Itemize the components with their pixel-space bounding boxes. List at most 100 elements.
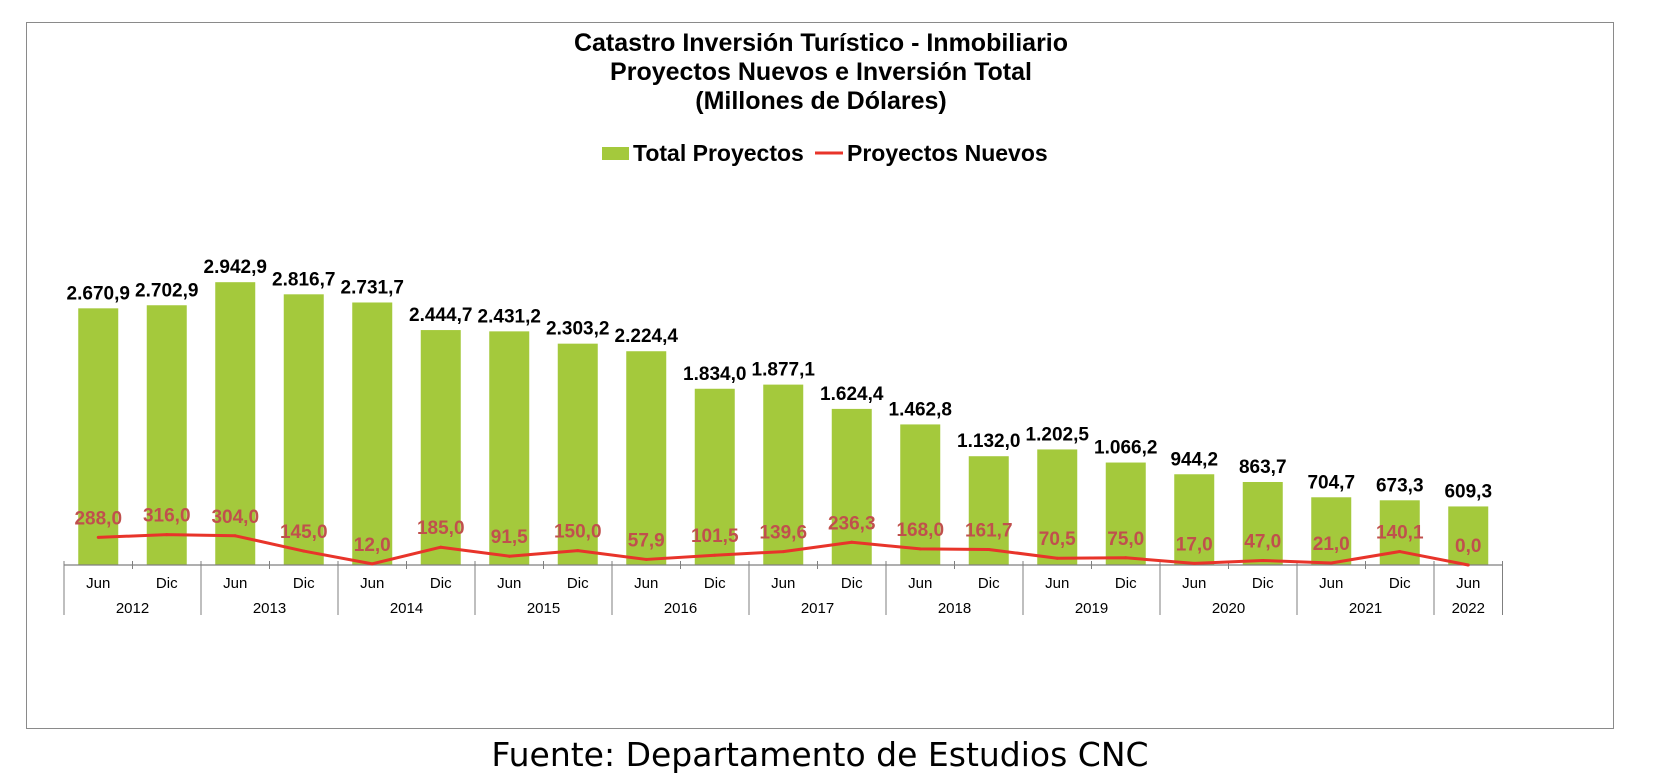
bar-total-proyectos-4 xyxy=(352,302,393,565)
line-point-proyectos-nuevos-1 xyxy=(165,533,169,537)
bar-label-15: 1.066,2 xyxy=(1094,438,1157,459)
x-tick-label-19: Dic xyxy=(1389,575,1411,592)
bar-total-proyectos-13 xyxy=(968,456,1009,565)
line-label-19: 140,1 xyxy=(1376,523,1424,544)
bar-total-proyectos-16 xyxy=(1174,474,1215,565)
bar-label-2: 2.942,9 xyxy=(204,257,267,278)
bar-total-proyectos-12 xyxy=(900,424,941,565)
x-tick-label-10: Jun xyxy=(771,575,795,592)
year-label-0: 2012 xyxy=(116,600,149,617)
line-label-16: 17,0 xyxy=(1176,534,1213,555)
line-label-9: 101,5 xyxy=(691,526,739,547)
line-label-3: 145,0 xyxy=(280,522,328,543)
bar-total-proyectos-6 xyxy=(489,331,530,565)
bar-total-proyectos-0 xyxy=(78,308,119,565)
line-point-proyectos-nuevos-3 xyxy=(302,549,306,553)
bar-label-10: 1.877,1 xyxy=(752,360,816,381)
bar-total-proyectos-3 xyxy=(283,294,324,565)
bar-total-proyectos-18 xyxy=(1311,497,1352,565)
line-label-15: 75,0 xyxy=(1107,529,1144,550)
legend-label-total-proyectos: Total Proyectos xyxy=(633,140,804,166)
line-label-10: 139,6 xyxy=(759,523,807,544)
line-label-0: 288,0 xyxy=(74,508,122,529)
bar-label-1: 2.702,9 xyxy=(135,280,198,301)
line-point-proyectos-nuevos-11 xyxy=(850,540,854,544)
bar-label-14: 1.202,5 xyxy=(1026,424,1090,445)
bar-total-proyectos-17 xyxy=(1242,481,1283,565)
year-label-2: 2014 xyxy=(390,600,423,617)
year-label-1: 2013 xyxy=(253,600,286,617)
x-tick-label-4: Jun xyxy=(360,575,384,592)
line-point-proyectos-nuevos-2 xyxy=(233,534,237,538)
line-point-proyectos-nuevos-15 xyxy=(1124,556,1128,560)
x-tick-label-12: Jun xyxy=(908,575,932,592)
chart-title-line-2: Proyectos Nuevos e Inversión Total xyxy=(610,58,1032,86)
line-point-proyectos-nuevos-8 xyxy=(644,557,648,561)
bar-total-proyectos-20 xyxy=(1448,506,1489,565)
bar-total-proyectos-7 xyxy=(557,343,598,565)
x-tick-label-3: Dic xyxy=(293,575,315,592)
line-label-2: 304,0 xyxy=(211,507,259,528)
bar-label-20: 609,3 xyxy=(1444,481,1492,502)
line-point-proyectos-nuevos-7 xyxy=(576,549,580,553)
chart-frame: Catastro Inversión Turístico - Inmobilia… xyxy=(26,22,1614,729)
line-point-proyectos-nuevos-9 xyxy=(713,553,717,557)
year-label-9: 2021 xyxy=(1349,600,1382,617)
x-tick-label-1: Dic xyxy=(156,575,178,592)
chart-legend: Total Proyectos Proyectos Nuevos xyxy=(602,140,1048,166)
line-label-6: 91,5 xyxy=(491,527,528,548)
bar-label-19: 673,3 xyxy=(1376,475,1424,496)
x-tick-label-14: Jun xyxy=(1045,575,1069,592)
bar-label-5: 2.444,7 xyxy=(409,305,472,326)
bar-label-12: 1.462,8 xyxy=(889,399,952,420)
line-label-7: 150,0 xyxy=(554,522,602,543)
legend-swatch-total-proyectos xyxy=(602,147,629,160)
x-tick-label-2: Jun xyxy=(223,575,247,592)
bar-label-17: 863,7 xyxy=(1239,457,1287,478)
line-label-1: 316,0 xyxy=(143,506,191,527)
x-tick-label-20: Jun xyxy=(1456,575,1480,592)
line-point-proyectos-nuevos-10 xyxy=(781,550,785,554)
bar-label-9: 1.834,0 xyxy=(683,364,746,385)
x-tick-label-6: Jun xyxy=(497,575,521,592)
year-label-8: 2020 xyxy=(1212,600,1245,617)
x-tick-label-7: Dic xyxy=(567,575,589,592)
x-tick-label-16: Jun xyxy=(1182,575,1206,592)
legend-label-proyectos-nuevos: Proyectos Nuevos xyxy=(847,140,1048,166)
bar-label-0: 2.670,9 xyxy=(67,283,130,304)
x-tick-label-5: Dic xyxy=(430,575,452,592)
bar-label-4: 2.731,7 xyxy=(341,277,404,298)
x-tick-label-18: Jun xyxy=(1319,575,1343,592)
year-label-6: 2018 xyxy=(938,600,971,617)
bar-total-proyectos-14 xyxy=(1037,449,1078,565)
bar-label-7: 2.303,2 xyxy=(546,319,609,340)
line-point-proyectos-nuevos-17 xyxy=(1261,558,1265,562)
line-label-20: 0,0 xyxy=(1455,536,1481,557)
x-tick-label-8: Jun xyxy=(634,575,658,592)
line-point-proyectos-nuevos-6 xyxy=(507,554,511,558)
bar-total-proyectos-5 xyxy=(420,330,461,565)
bar-total-proyectos-8 xyxy=(626,351,667,565)
bar-label-18: 704,7 xyxy=(1307,472,1355,493)
year-label-10: 2022 xyxy=(1452,600,1485,617)
line-label-8: 57,9 xyxy=(628,530,665,551)
year-label-5: 2017 xyxy=(801,600,834,617)
line-point-proyectos-nuevos-19 xyxy=(1398,550,1402,554)
year-label-4: 2016 xyxy=(664,600,697,617)
line-point-proyectos-nuevos-13 xyxy=(987,547,991,551)
bar-label-6: 2.431,2 xyxy=(478,306,541,327)
chart-title: Catastro Inversión Turístico - Inmobilia… xyxy=(574,29,1068,115)
x-tick-label-17: Dic xyxy=(1252,575,1274,592)
chart-title-line-3: (Millones de Dólares) xyxy=(695,87,946,115)
year-label-3: 2015 xyxy=(527,600,560,617)
bar-label-13: 1.132,0 xyxy=(957,431,1020,452)
source-note: Fuente: Departamento de Estudios CNC xyxy=(491,735,1149,774)
line-label-17: 47,0 xyxy=(1244,531,1281,552)
x-tick-label-13: Dic xyxy=(978,575,1000,592)
line-point-proyectos-nuevos-18 xyxy=(1329,561,1333,565)
bar-label-3: 2.816,7 xyxy=(272,269,335,290)
line-point-proyectos-nuevos-0 xyxy=(96,535,100,539)
bar-total-proyectos-1 xyxy=(146,305,187,565)
bar-total-proyectos-11 xyxy=(831,408,872,565)
line-point-proyectos-nuevos-20 xyxy=(1466,563,1470,567)
